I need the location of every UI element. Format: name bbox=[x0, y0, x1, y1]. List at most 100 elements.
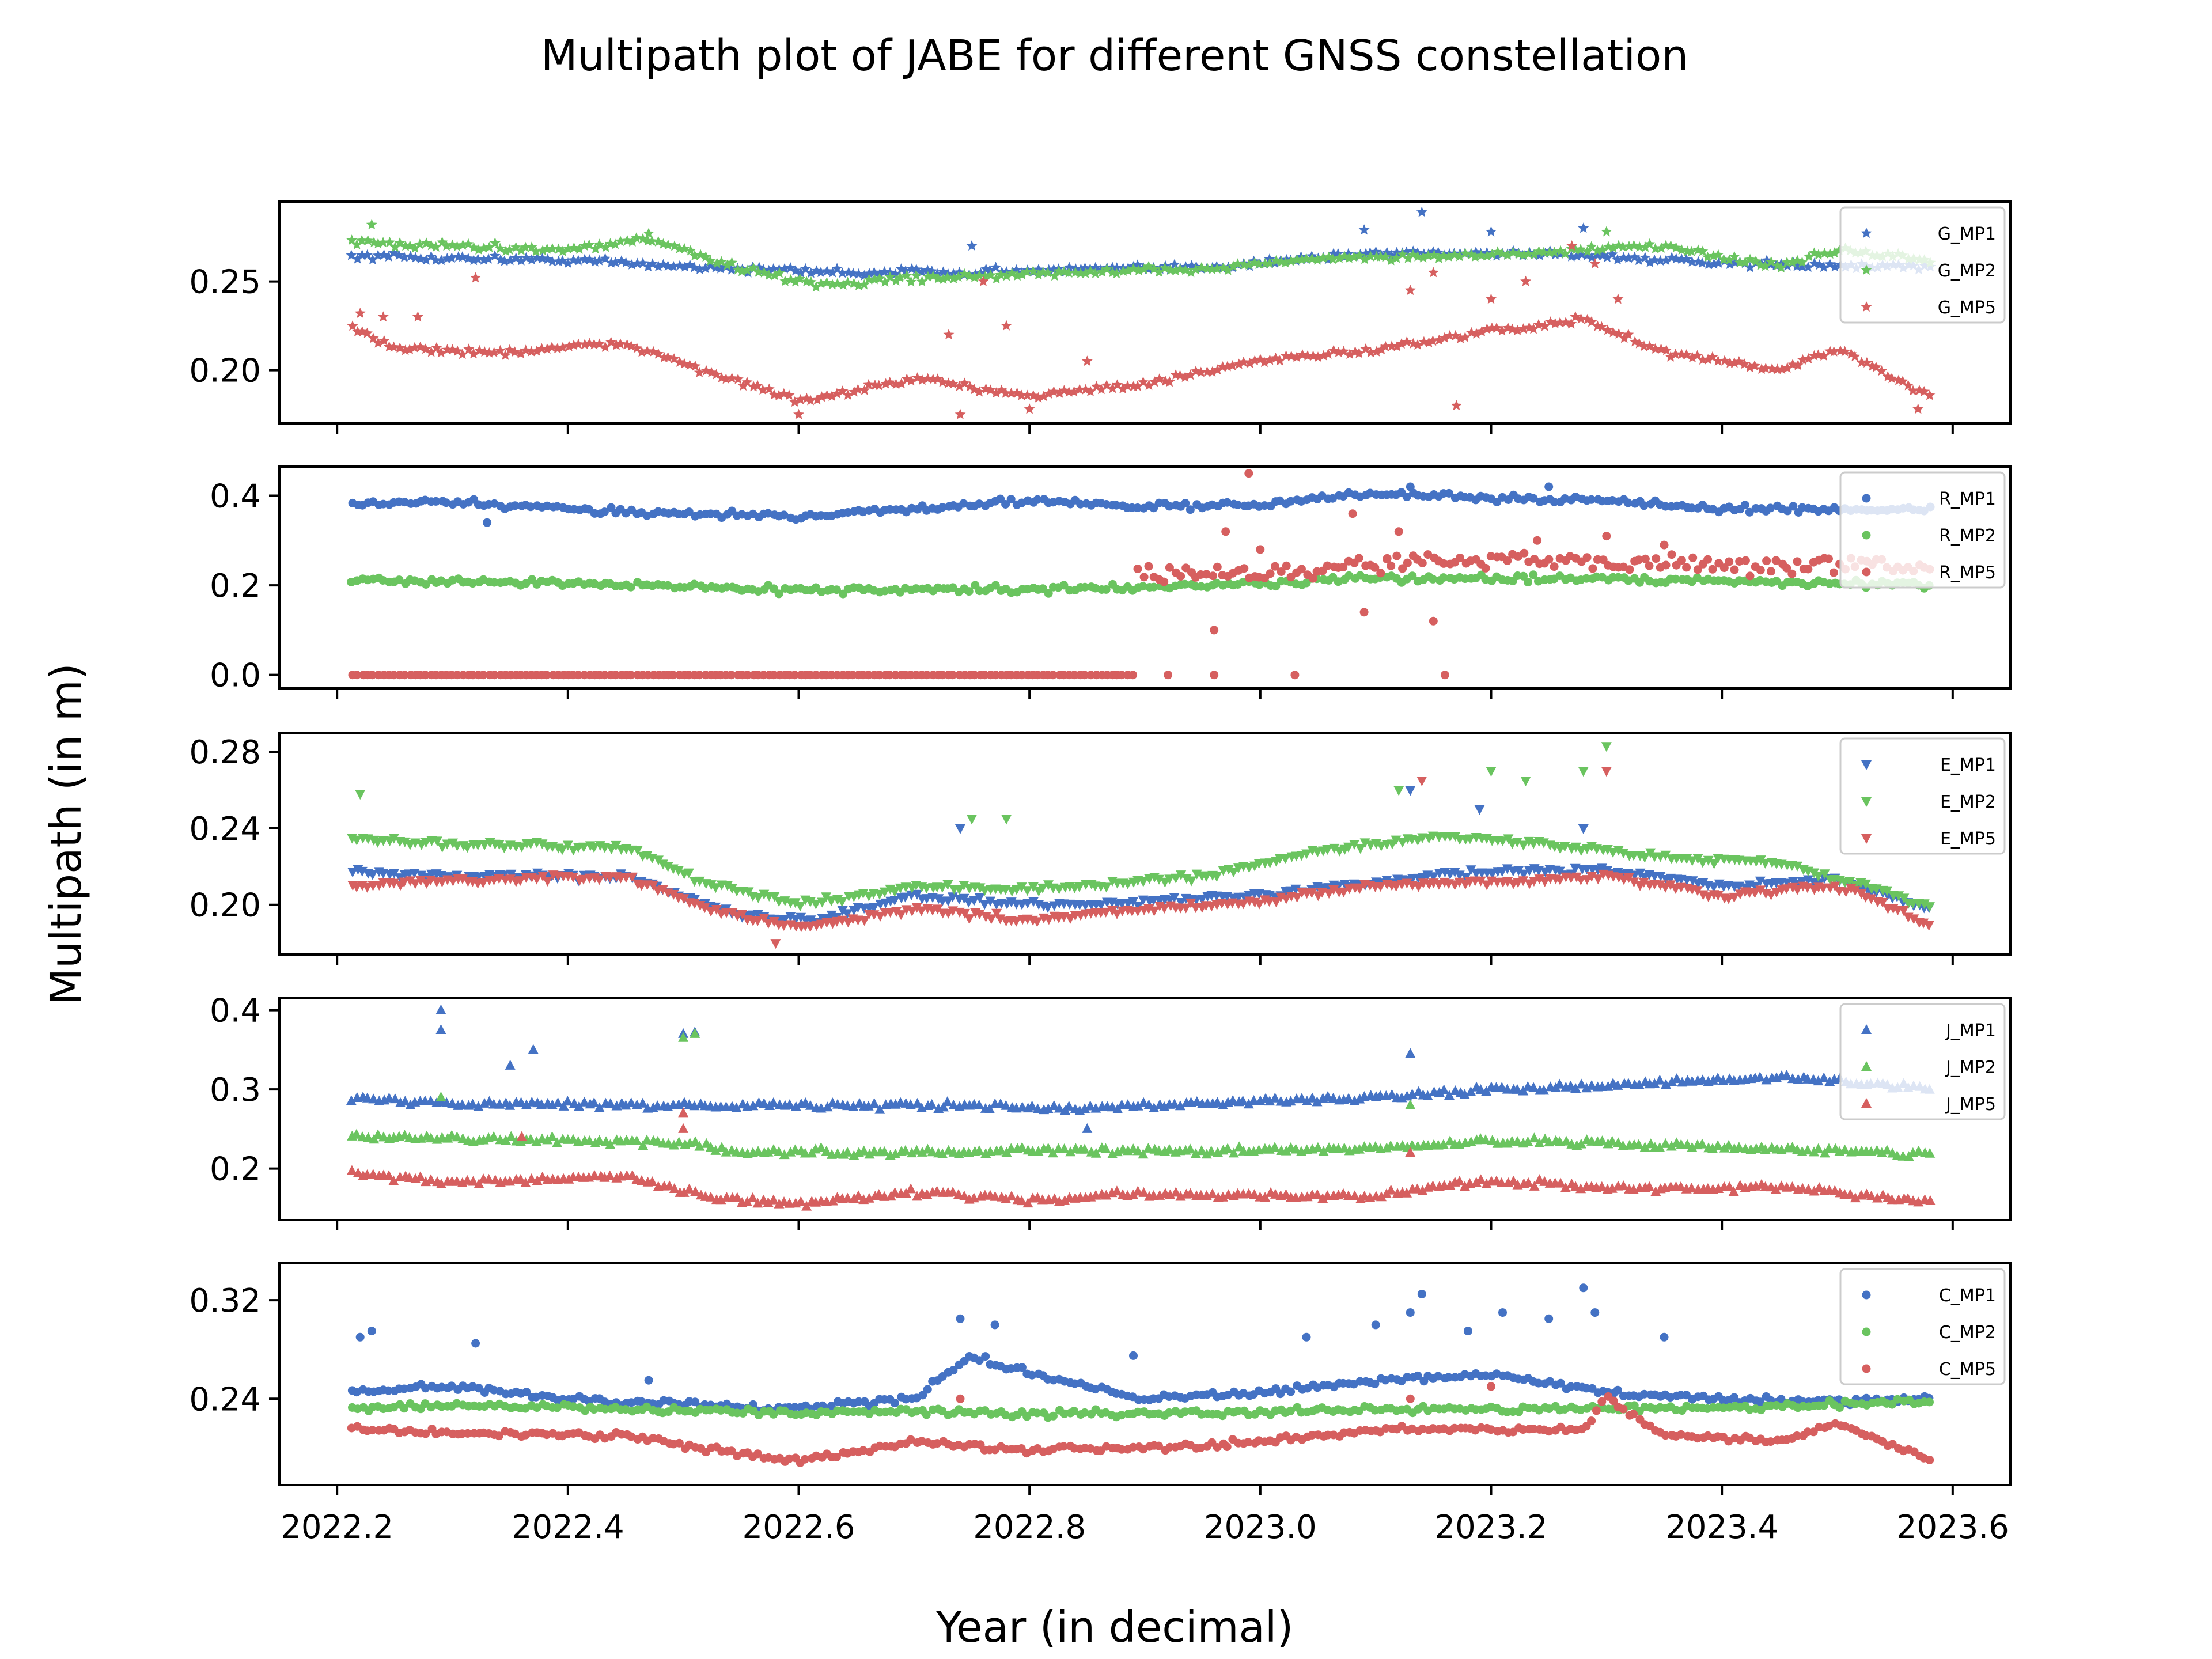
data-point bbox=[1456, 554, 1464, 562]
data-point bbox=[673, 866, 684, 876]
data-point bbox=[472, 840, 483, 851]
legend-label: C_MP1 bbox=[1939, 1286, 1996, 1306]
data-point bbox=[1184, 369, 1196, 380]
data-point bbox=[959, 1190, 969, 1200]
data-point bbox=[995, 1145, 1006, 1155]
data-point bbox=[589, 843, 600, 853]
data-point bbox=[700, 263, 711, 274]
data-point bbox=[1607, 242, 1619, 253]
data-point bbox=[1264, 257, 1275, 268]
data-point bbox=[779, 1149, 790, 1160]
data-point bbox=[368, 671, 377, 680]
data-point bbox=[769, 917, 780, 927]
data-point bbox=[880, 276, 891, 287]
data-point bbox=[1144, 562, 1153, 571]
data-point bbox=[563, 340, 575, 351]
data-point bbox=[489, 237, 501, 248]
data-point bbox=[1387, 1089, 1397, 1099]
data-point bbox=[1328, 1093, 1339, 1103]
data-point bbox=[1469, 251, 1481, 262]
data-point bbox=[1724, 254, 1735, 265]
y-tick-label: 0.25 bbox=[189, 264, 261, 301]
data-point bbox=[547, 256, 558, 267]
data-point bbox=[1416, 206, 1427, 217]
data-point bbox=[1370, 1379, 1380, 1388]
data-point bbox=[863, 379, 874, 390]
data-point bbox=[1571, 493, 1580, 501]
data-point bbox=[593, 255, 605, 266]
data-point bbox=[967, 815, 977, 825]
data-point bbox=[1391, 252, 1402, 263]
legend-label: G_MP2 bbox=[1938, 261, 1996, 281]
data-point bbox=[1376, 1191, 1387, 1202]
data-point bbox=[722, 881, 733, 891]
data-point bbox=[1486, 226, 1497, 237]
data-point bbox=[1122, 380, 1134, 391]
data-point bbox=[990, 387, 1002, 398]
data-point bbox=[1586, 1080, 1597, 1090]
data-point bbox=[668, 260, 679, 271]
data-point bbox=[589, 256, 601, 267]
data-point bbox=[948, 1187, 959, 1197]
data-point bbox=[1607, 327, 1619, 338]
data-point bbox=[1639, 252, 1651, 263]
legend-marker bbox=[1861, 834, 1872, 844]
data-point bbox=[1925, 1456, 1934, 1464]
data-point bbox=[499, 255, 510, 266]
data-point bbox=[1650, 343, 1661, 354]
data-point bbox=[1813, 1075, 1824, 1086]
data-point bbox=[1324, 889, 1335, 899]
data-point bbox=[1503, 834, 1514, 844]
data-point bbox=[1271, 562, 1279, 571]
data-point bbox=[1033, 495, 1042, 504]
data-point bbox=[921, 884, 932, 894]
data-point bbox=[1661, 560, 1671, 570]
data-point bbox=[393, 249, 404, 260]
data-point bbox=[468, 579, 477, 588]
axes-frame bbox=[278, 997, 2012, 1221]
data-point bbox=[1887, 1194, 1897, 1205]
data-point bbox=[1697, 858, 1708, 868]
legend-marker bbox=[1861, 1098, 1872, 1108]
data-point bbox=[1682, 563, 1691, 572]
data-point bbox=[1165, 1408, 1173, 1417]
data-point bbox=[1165, 1189, 1176, 1199]
data-point bbox=[1813, 249, 1824, 260]
data-point bbox=[1666, 1393, 1675, 1402]
data-point bbox=[678, 1107, 689, 1118]
data-point bbox=[726, 372, 738, 383]
data-point bbox=[891, 907, 902, 917]
data-point bbox=[1228, 1147, 1239, 1158]
data-point bbox=[959, 499, 968, 508]
data-point bbox=[1719, 563, 1729, 573]
data-point bbox=[627, 872, 638, 882]
data-point bbox=[1529, 1180, 1540, 1191]
data-point bbox=[1445, 1135, 1456, 1146]
data-point bbox=[858, 1145, 869, 1156]
data-point bbox=[1038, 584, 1047, 593]
data-point bbox=[1533, 319, 1544, 329]
data-point bbox=[542, 876, 553, 887]
data-point bbox=[1281, 1189, 1291, 1199]
data-point bbox=[1085, 1100, 1096, 1111]
data-point bbox=[404, 240, 416, 251]
data-point bbox=[1724, 1139, 1734, 1150]
data-point bbox=[346, 1165, 357, 1175]
data-point bbox=[842, 1146, 853, 1157]
data-point bbox=[1881, 1145, 1892, 1155]
data-point bbox=[441, 344, 453, 355]
data-point bbox=[1502, 249, 1513, 260]
data-point bbox=[658, 885, 669, 895]
data-point bbox=[1756, 566, 1765, 575]
data-point bbox=[1028, 1370, 1037, 1380]
data-point bbox=[1497, 836, 1508, 847]
data-point bbox=[1476, 325, 1487, 336]
data-point bbox=[1112, 501, 1121, 510]
data-point bbox=[956, 1394, 965, 1403]
data-point bbox=[785, 262, 796, 273]
data-point bbox=[520, 1177, 531, 1187]
data-point bbox=[1760, 260, 1771, 271]
data-point bbox=[1080, 1408, 1089, 1417]
data-point bbox=[589, 1169, 600, 1180]
data-point bbox=[1556, 1378, 1565, 1388]
